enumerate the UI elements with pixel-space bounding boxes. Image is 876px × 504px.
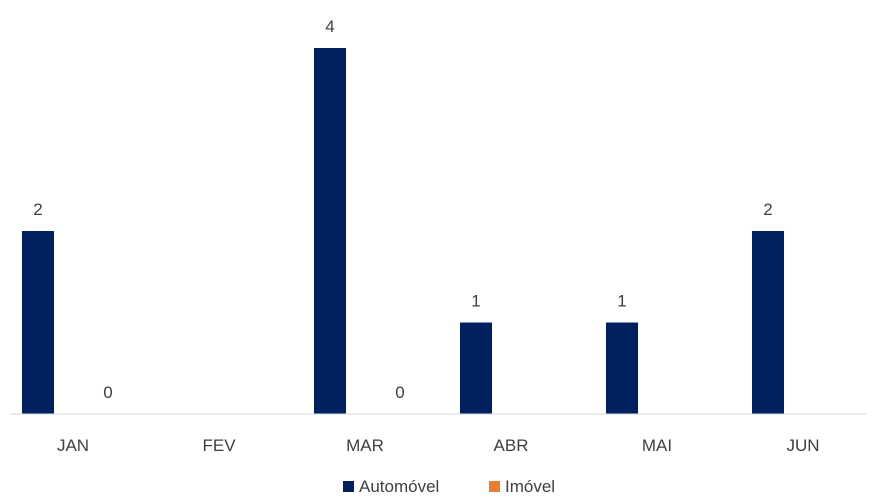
x-tick-label-abr: ABR (494, 436, 529, 455)
data-labels: 2 0 4 0 1 1 2 (33, 17, 772, 402)
data-label-automovel-jan: 2 (33, 200, 42, 219)
data-label-imovel-jan: 0 (103, 383, 112, 402)
bar-automovel-abr[interactable] (460, 322, 492, 415)
data-label-automovel-abr: 1 (471, 292, 480, 311)
data-label-automovel-mai: 1 (617, 292, 626, 311)
legend-label-automovel[interactable]: Automóvel (359, 477, 439, 496)
data-label-imovel-mar: 0 (395, 383, 404, 402)
data-label-automovel-mar: 4 (325, 17, 334, 36)
x-tick-label-mai: MAI (642, 436, 672, 455)
bars-layer (22, 48, 784, 414)
x-tick-labels: JAN FEV MAR ABR MAI JUN (57, 436, 820, 455)
bar-automovel-mar[interactable] (314, 48, 346, 414)
legend-swatch-automovel (343, 481, 354, 492)
legend-swatch-imovel (489, 481, 500, 492)
x-tick-label-fev: FEV (202, 436, 236, 455)
x-tick-label-jun: JUN (786, 436, 819, 455)
data-label-automovel-jun: 2 (763, 200, 772, 219)
bar-automovel-jan[interactable] (22, 231, 54, 414)
x-tick-label-mar: MAR (346, 436, 384, 455)
legend: Automóvel Imóvel (343, 477, 555, 496)
x-tick-label-jan: JAN (57, 436, 89, 455)
bar-automovel-mai[interactable] (606, 322, 638, 415)
legend-label-imovel[interactable]: Imóvel (505, 477, 555, 496)
bar-automovel-jun[interactable] (752, 231, 784, 414)
